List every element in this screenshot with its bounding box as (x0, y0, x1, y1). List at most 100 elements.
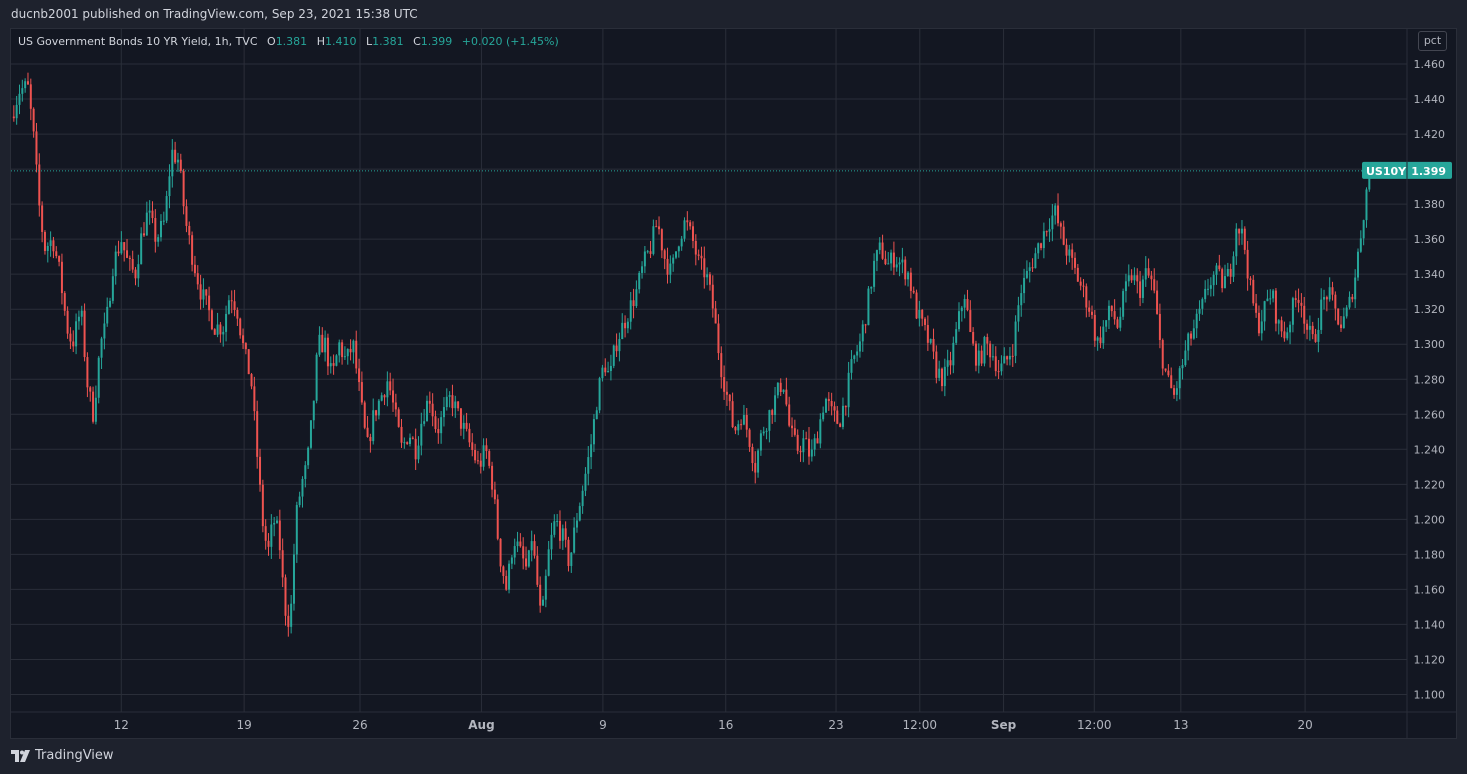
candle-body (629, 300, 632, 322)
time-tick-label: Sep (991, 718, 1017, 732)
candle-body (1042, 231, 1045, 249)
candle-body (974, 343, 977, 366)
candle-body (816, 438, 819, 444)
candle-body (196, 273, 199, 285)
candle-body (808, 438, 811, 457)
candle-body (1294, 298, 1297, 300)
candle-body (233, 301, 236, 310)
candle-body (168, 176, 171, 197)
candle-body (861, 324, 864, 342)
candle-body (587, 457, 590, 474)
candle-body (210, 310, 213, 330)
legend-change: +0.020 (+1.45%) (461, 35, 559, 48)
candle-body (389, 381, 392, 391)
candle-body (1359, 238, 1362, 252)
candle-body (355, 340, 358, 369)
candle-body (403, 442, 406, 444)
candle-body (1201, 299, 1204, 309)
price-unit-button[interactable]: pct (1418, 31, 1447, 51)
candle-body (358, 368, 361, 383)
candle-body (1255, 303, 1258, 313)
time-tick-label: 13 (1173, 718, 1188, 732)
candle-body (510, 557, 513, 564)
candle-body (89, 387, 92, 392)
candle-body (377, 400, 380, 416)
candle-body (29, 84, 32, 109)
candle-body (935, 351, 938, 378)
candle-body (1045, 231, 1048, 233)
candle-body (941, 368, 944, 387)
candle-body (205, 289, 208, 296)
candle-body (686, 220, 689, 223)
candle-body (465, 422, 468, 429)
candle-body (1170, 375, 1173, 389)
candle-body (1096, 337, 1099, 341)
candle-body (1031, 267, 1034, 269)
candle-body (343, 356, 346, 358)
candle-body (748, 429, 751, 447)
candle-body (366, 427, 369, 437)
candle-body (21, 88, 24, 94)
candle-body (536, 555, 539, 585)
candle-body (1280, 320, 1283, 332)
candle-body (244, 343, 247, 350)
candle-body (1116, 319, 1119, 328)
candle-body (1323, 297, 1326, 300)
candle-body (1124, 281, 1127, 292)
candle-body (55, 251, 58, 257)
price-tick-label: 1.360 (1414, 233, 1446, 246)
legend-open-label: O (267, 35, 276, 48)
candle-body (468, 428, 471, 443)
candle-body (918, 309, 921, 319)
candle-body (1113, 311, 1116, 320)
candle-body (519, 541, 522, 547)
candle-body (607, 371, 610, 373)
time-tick-label: 23 (828, 718, 843, 732)
candle-body (567, 539, 570, 566)
series-legend[interactable]: US Government Bonds 10 YR Yield, 1h, TVC… (18, 35, 559, 48)
candle-body (423, 421, 426, 424)
candle-body (329, 363, 332, 367)
candle-body (409, 437, 412, 444)
candle-body (1156, 290, 1159, 314)
candle-body (307, 447, 310, 466)
candle-body (960, 307, 963, 312)
candle-body (884, 258, 887, 265)
candle-body (1192, 328, 1195, 339)
candle-body (26, 81, 29, 85)
candle-body (530, 541, 533, 551)
candle-body (400, 426, 403, 443)
candle-body (980, 350, 983, 364)
candle-body (1362, 220, 1365, 239)
candle-body (575, 520, 578, 528)
candle-body (1068, 249, 1071, 256)
price-tick-label: 1.320 (1414, 303, 1446, 316)
time-tick-label: Aug (468, 718, 494, 732)
candle-body (216, 324, 219, 335)
candle-body (488, 451, 491, 466)
candle-body (499, 538, 502, 567)
candle-body (1300, 302, 1303, 306)
candle-body (242, 335, 245, 344)
candle-body (18, 93, 21, 105)
candle-body (1110, 305, 1113, 312)
candle-body (1102, 326, 1105, 344)
tradingview-logo[interactable]: TradingView (11, 748, 114, 763)
candle-body (471, 442, 474, 450)
candle-body (1232, 256, 1235, 277)
candle-body (949, 360, 952, 366)
candle-body (516, 541, 519, 547)
candle-body (346, 348, 349, 357)
candle-body (380, 395, 383, 401)
candle-body (836, 410, 839, 424)
candle-body (915, 292, 918, 319)
candle-body (287, 615, 290, 627)
candle-body (1308, 325, 1311, 330)
candle-body (1164, 368, 1167, 371)
candle-body (1195, 313, 1198, 329)
candle-body (448, 395, 451, 397)
candle-body (174, 149, 177, 163)
candle-body (1059, 223, 1062, 227)
candle-body (615, 345, 618, 352)
